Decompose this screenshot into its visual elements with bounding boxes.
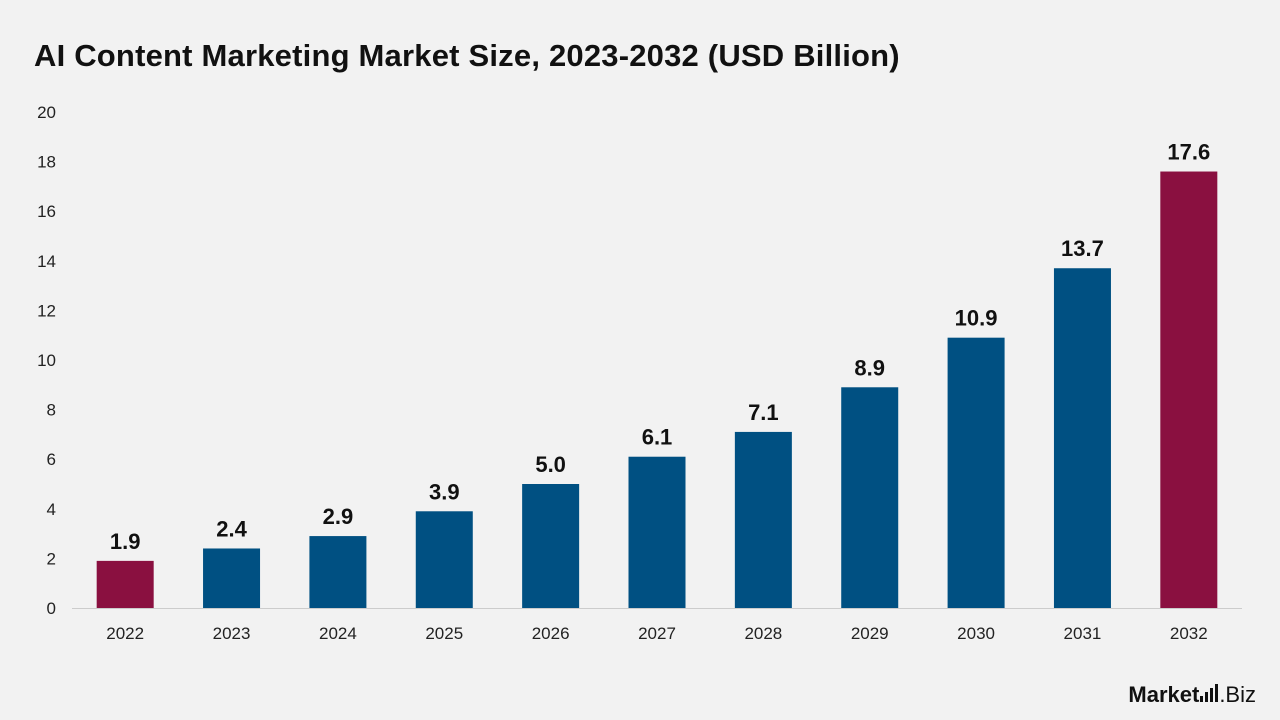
bar-2032 (1160, 171, 1218, 608)
data-label-2032: 17.6 (1167, 140, 1210, 165)
x-tick-label-2031: 2031 (1064, 624, 1102, 643)
data-label-2022: 1.9 (110, 529, 141, 554)
bar-2030 (947, 337, 1005, 608)
y-tick-label: 6 (47, 450, 56, 469)
y-tick-label: 20 (37, 103, 56, 122)
x-tick-label-2025: 2025 (425, 624, 463, 643)
data-label-2031: 13.7 (1061, 236, 1104, 261)
bar-2023 (203, 548, 261, 608)
bars (96, 171, 1218, 608)
y-tick-label: 8 (47, 401, 56, 420)
x-tick-label-2029: 2029 (851, 624, 889, 643)
bar-2022 (96, 560, 154, 608)
bar-2031 (1053, 268, 1111, 608)
data-label-2030: 10.9 (955, 306, 998, 331)
y-tick-label: 12 (37, 301, 56, 320)
x-axis: 2022 2023 2024 2025 2026 2027 2028 2029 2030 2031… (72, 608, 1242, 643)
data-label-2024: 2.9 (323, 504, 354, 529)
brand-suffix: .Biz (1219, 682, 1256, 707)
brand-logo: Market .Biz (1128, 682, 1256, 708)
data-label-2026: 5.0 (535, 452, 566, 477)
bar-chart-icon (1200, 684, 1219, 702)
bar-2027 (628, 456, 686, 608)
y-tick-label: 10 (37, 351, 56, 370)
bar-2025 (415, 511, 473, 608)
y-tick-label: 0 (47, 599, 56, 618)
y-tick-label: 18 (37, 153, 56, 172)
y-tick-label: 14 (37, 252, 56, 271)
x-tick-label-2026: 2026 (532, 624, 570, 643)
data-label-2027: 6.1 (642, 425, 673, 450)
data-labels: 1.9 2.4 2.9 3.9 5.0 6.1 7.1 8.9 10.9 13.7 17.6 (110, 140, 1210, 554)
data-label-2029: 8.9 (854, 355, 885, 380)
x-tick-label-2028: 2028 (744, 624, 782, 643)
data-label-2025: 3.9 (429, 479, 460, 504)
y-tick-label: 16 (37, 202, 56, 221)
y-axis: 0 2 4 6 8 10 12 14 16 18 20 (37, 103, 56, 618)
data-label-2028: 7.1 (748, 400, 779, 425)
x-tick-label-2024: 2024 (319, 624, 357, 643)
bar-2028 (734, 431, 792, 608)
x-tick-label-2030: 2030 (957, 624, 995, 643)
data-label-2023: 2.4 (216, 516, 247, 541)
x-tick-label-2022: 2022 (106, 624, 144, 643)
bar-2029 (841, 387, 899, 608)
chart-title: AI Content Marketing Market Size, 2023-2… (34, 38, 900, 73)
x-tick-label-2027: 2027 (638, 624, 676, 643)
x-tick-label-2032: 2032 (1170, 624, 1208, 643)
y-tick-label: 2 (47, 549, 56, 568)
brand-name: Market (1128, 682, 1200, 707)
x-tick-label-2023: 2023 (213, 624, 251, 643)
bar-2026 (522, 484, 580, 608)
bar-2024 (309, 536, 367, 608)
y-tick-label: 4 (47, 500, 56, 519)
